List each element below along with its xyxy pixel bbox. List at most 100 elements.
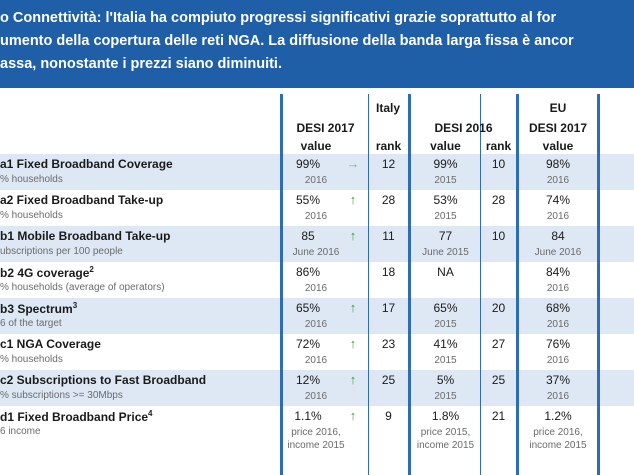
year-desi2016: price 2015, income 2015	[416, 427, 475, 451]
indicator-name: a1 Fixed Broadband Coverage	[0, 157, 173, 171]
table-row: b3 Spectrum3 6 of the target 65% ↑ 17 2016 65%…	[0, 298, 634, 334]
value-eu: 74%	[545, 193, 571, 207]
year-desi2017: 2016	[304, 319, 328, 330]
trend-up-icon: ↑	[349, 300, 357, 315]
trend-up-icon: ↑	[349, 228, 357, 243]
trend-flat-icon: →	[346, 156, 360, 171]
table-row: b2 4G coverage2 % households (average of …	[0, 262, 634, 298]
divider-rank-2017	[368, 94, 369, 475]
indicator-unit: % households	[0, 210, 63, 221]
indicator-unit: % households (average of operators)	[0, 282, 165, 293]
table-row: a1 Fixed Broadband Coverage % households 9…	[0, 154, 634, 190]
indicator-name: c1 NGA Coverage	[0, 337, 101, 351]
table-row: b1 Mobile Broadband Take-up ubscriptions …	[0, 226, 634, 262]
indicator-unit: % subscriptions >= 30Mbps	[0, 390, 123, 401]
value-desi2017: 72%	[295, 337, 321, 351]
rank-desi2016: 27	[491, 337, 506, 351]
year-eu: June 2016	[534, 247, 582, 258]
indicator-name: b2 4G coverage2	[0, 265, 94, 280]
indicator-unit: ubscriptions per 100 people	[0, 246, 123, 257]
divider-eu-right	[597, 94, 600, 475]
divider-desi2016-left	[408, 94, 411, 475]
indicator-name: d1 Fixed Broadband Price4	[0, 409, 153, 424]
value-desi2016: 1.8%	[431, 409, 460, 423]
value-desi2017: 55%	[295, 193, 321, 207]
indicator-name: b1 Mobile Broadband Take-up	[0, 229, 170, 243]
rank-desi2017: 12	[381, 157, 396, 171]
value-header-2017: value	[300, 139, 332, 153]
value-header-eu: value	[542, 139, 574, 153]
value-desi2016: 5%	[436, 373, 455, 387]
divider-rank-2016	[480, 94, 481, 475]
title-line-2: umento della copertura delle reti NGA. L…	[0, 33, 574, 49]
value-header-2016: value	[430, 139, 461, 153]
value-desi2016: 99%	[433, 157, 458, 171]
value-desi2017: 99%	[295, 157, 321, 171]
value-desi2017: 12%	[295, 373, 321, 387]
year-eu: 2016	[546, 319, 570, 330]
rank-desi2017: 25	[381, 373, 396, 387]
year-eu: 2016	[546, 283, 570, 294]
indicator-label: a1 Fixed Broadband Coverage	[0, 157, 173, 171]
year-eu: price 2016, income 2015	[529, 427, 587, 451]
year-eu: 2016	[546, 391, 570, 402]
eu-group-header: EU	[549, 101, 567, 115]
indicator-label: a2 Fixed Broadband Take-up	[0, 193, 164, 207]
indicator-unit: % households	[0, 354, 63, 365]
table-row: d1 Fixed Broadband Price4 6 income 1.1% ↑ 9 p…	[0, 406, 634, 475]
year-desi2017: June 2016	[292, 247, 340, 258]
indicator-unit: % households	[0, 174, 63, 185]
footnote-marker: 2	[89, 265, 94, 274]
trend-up-icon: ↑	[349, 372, 357, 387]
desi2017-header: DESI 2017	[296, 121, 355, 135]
italy-group-header: Italy	[375, 101, 400, 115]
indicator-label: c2 Subscriptions to Fast Broadband	[0, 373, 207, 387]
year-desi2017: 2016	[304, 283, 328, 294]
indicator-name: c2 Subscriptions to Fast Broadband	[0, 373, 206, 387]
indicator-label: d1 Fixed Broadband Price	[0, 410, 149, 424]
rank-desi2016: 10	[491, 157, 506, 171]
year-eu: 2016	[546, 355, 570, 366]
trend-up-icon: ↑	[349, 408, 357, 423]
divider-eu-left	[516, 94, 519, 475]
rank-desi2017: 23	[381, 337, 396, 351]
indicator-label: b3 Spectrum	[0, 302, 73, 316]
rank-desi2016: 21	[491, 409, 506, 423]
rank-header-2016: rank	[485, 139, 512, 153]
table-row: a2 Fixed Broadband Take-up % households 55…	[0, 190, 634, 226]
indicator-label: b2 4G coverage	[0, 266, 90, 280]
footnote-marker: 3	[72, 301, 78, 310]
value-desi2017: 86%	[295, 265, 321, 279]
year-desi2017: price 2016, income 2015	[287, 427, 345, 451]
value-eu: 1.2%	[544, 409, 572, 423]
indicator-name: b3 Spectrum3	[0, 301, 77, 316]
indicator-unit: 6 of the target	[0, 318, 62, 329]
eu-desi2017-header: DESI 2017	[528, 121, 588, 135]
value-desi2017: 1.1%	[294, 409, 322, 423]
year-desi2016: June 2015	[422, 247, 469, 258]
year-desi2016: 2015	[434, 175, 457, 186]
year-desi2016: 2015	[434, 211, 457, 222]
title-line-3: assa, nonostante i prezzi siano diminuit…	[0, 56, 282, 72]
year-desi2017: 2016	[304, 391, 328, 402]
divider-desi2017-left	[280, 94, 283, 475]
value-desi2016: 41%	[433, 337, 458, 351]
year-desi2017: 2016	[304, 355, 328, 366]
value-eu: 37%	[545, 373, 571, 387]
rank-header-2017: rank	[375, 139, 402, 153]
table-row: c2 Subscriptions to Fast Broadband % subs…	[0, 370, 634, 406]
rank-desi2017: 17	[381, 301, 396, 315]
title-banner: o Connettività: l'Italia ha compiuto pro…	[0, 0, 634, 88]
value-desi2017: 65%	[295, 301, 321, 315]
rank-desi2016: 10	[491, 229, 506, 243]
footnote-marker: 4	[148, 409, 153, 418]
value-eu: 84%	[545, 265, 571, 279]
year-desi2016: 2015	[434, 355, 457, 366]
title-line-1: o Connettività: l'Italia ha compiuto pro…	[0, 10, 557, 26]
value-eu: 68%	[545, 301, 571, 315]
indicator-label: c1 NGA Coverage	[0, 337, 101, 351]
rank-desi2016: 20	[491, 301, 506, 315]
rank-desi2017: 9	[385, 409, 392, 423]
rank-desi2017: 18	[381, 265, 396, 279]
value-desi2016: 53%	[433, 193, 458, 207]
